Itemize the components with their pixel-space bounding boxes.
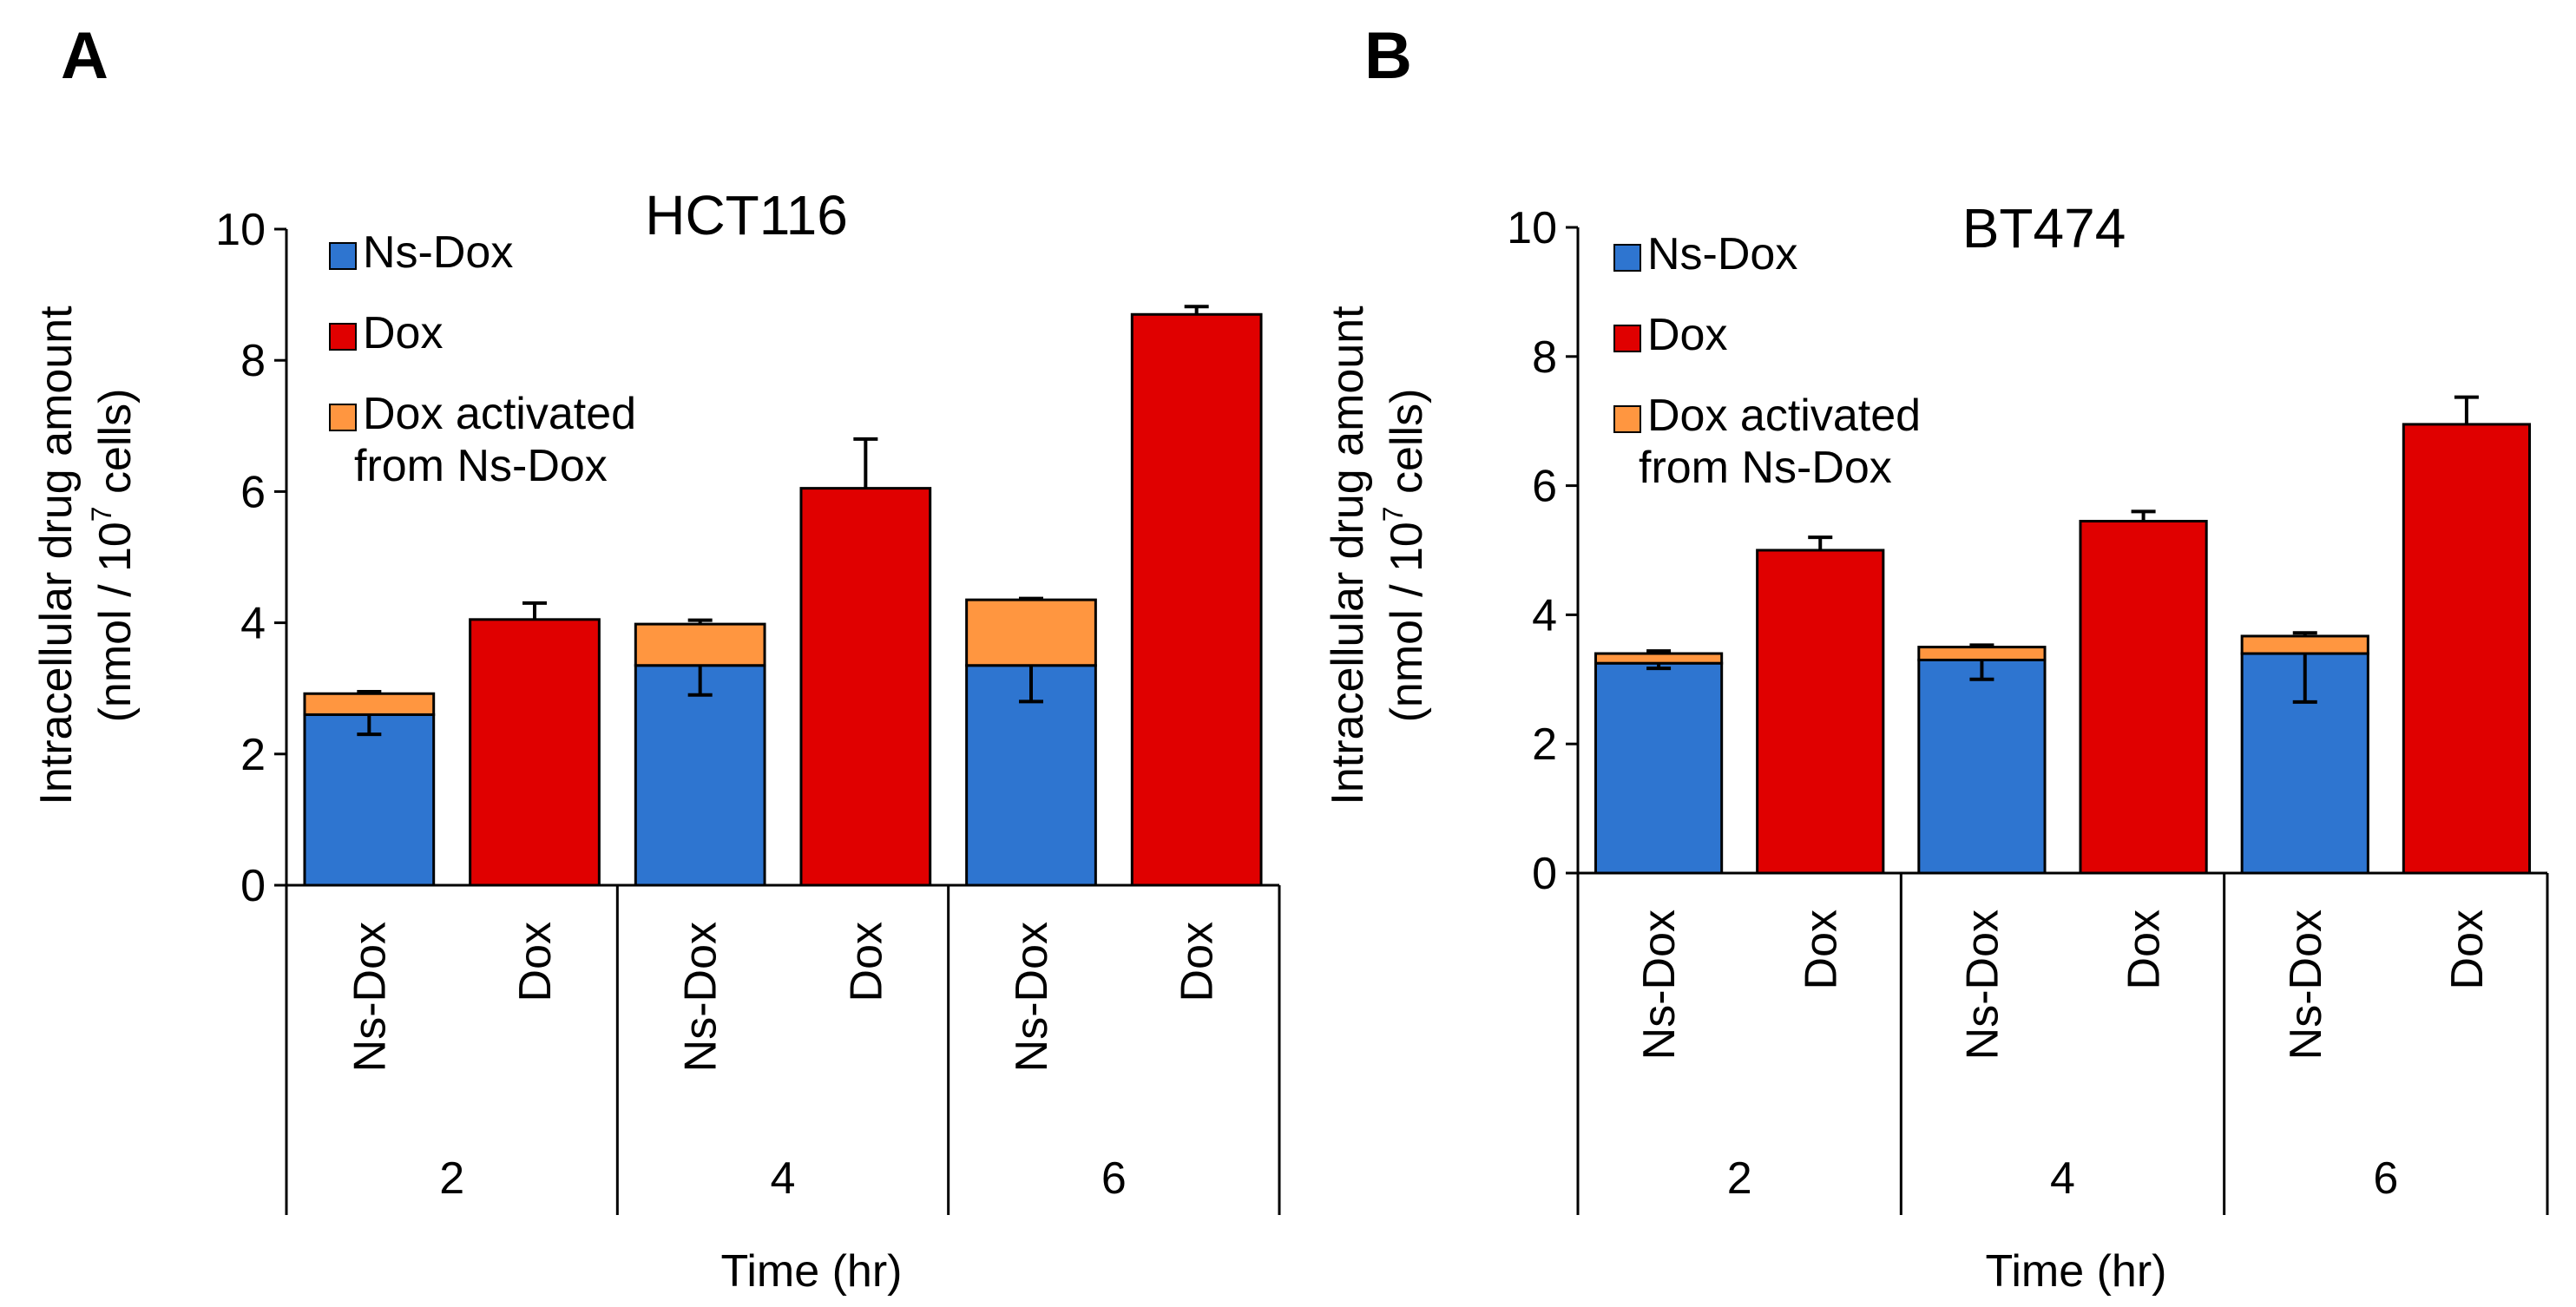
legend-swatch [1613, 244, 1641, 272]
bar-segment-dox [2402, 423, 2532, 875]
legend-swatch [329, 323, 357, 351]
panel-a: A HCT116 Intracellular drug amount (nmol… [31, 19, 1281, 1297]
bar-segment-ns-dox [1594, 661, 1724, 875]
panel-letter: B [1364, 19, 1412, 93]
group-label: 2 [1727, 1153, 1752, 1204]
y-axis-label-line1: Intracellular drug amount [1323, 305, 1373, 805]
category-label: Ns-Dox [345, 922, 395, 1072]
y-tick-label: 6 [1532, 462, 1557, 512]
y-tick-label: 10 [215, 205, 266, 255]
y-tick-label: 0 [1532, 849, 1557, 899]
category-label: Dox [510, 922, 561, 1002]
legend-label: Dox activated [1647, 391, 1921, 441]
legend-label: Ns-Dox [1647, 229, 1797, 279]
y-axis-label-suffix: cells) [90, 389, 141, 507]
legend-label-continued: from Ns-Dox [354, 441, 608, 491]
legend-label: Dox [1647, 310, 1727, 360]
chart-title: BT474 [1962, 197, 2126, 259]
category-label: Dox [1796, 910, 1846, 989]
legend-swatch [1613, 325, 1641, 352]
legend-label: Dox activated [363, 389, 636, 439]
bar-segment-dox-activated-from-ns-dox [634, 622, 766, 667]
legend-swatch [329, 242, 357, 270]
chart-title: HCT116 [645, 184, 848, 246]
bar-segment-dox [469, 618, 601, 887]
y-tick-label: 2 [1532, 719, 1557, 770]
group-label: 6 [1101, 1153, 1127, 1204]
legend-swatch [1613, 405, 1641, 433]
y-axis-label-superscript: 7 [86, 506, 117, 522]
group-label: 4 [771, 1153, 796, 1204]
bar-segment-ns-dox [303, 713, 436, 887]
bar-segment-dox [1130, 312, 1263, 887]
group-label: 2 [439, 1153, 464, 1204]
y-tick-label: 6 [240, 467, 266, 517]
y-axis-label-prefix: (nmol / 10 [90, 522, 141, 722]
panel-letter: A [61, 19, 108, 93]
y-tick-label: 4 [1532, 590, 1557, 640]
bar-segment-dox-activated-from-ns-dox [2240, 634, 2369, 655]
y-axis-label-superscript: 7 [1377, 506, 1409, 522]
category-label: Ns-Dox [2281, 910, 2331, 1060]
legend-swatch [329, 404, 357, 431]
bar-segment-dox [1756, 548, 1885, 875]
group-label: 4 [2050, 1153, 2075, 1204]
y-tick-label: 2 [240, 730, 266, 780]
y-axis-label-line2: (nmol / 107 cells) [1377, 389, 1432, 723]
group-label: 6 [2373, 1153, 2398, 1204]
category-label: Dox [841, 922, 891, 1002]
category-label: Dox [2442, 910, 2493, 989]
y-tick-label: 10 [1507, 203, 1557, 253]
bar-segment-dox-activated-from-ns-dox [965, 598, 1097, 667]
legend-label-continued: from Ns-Dox [1639, 443, 1892, 493]
legend-label: Dox [363, 308, 443, 358]
panel-b: B BT474 Intracellular drug amount (nmol … [1323, 19, 2549, 1297]
category-label: Ns-Dox [1007, 922, 1057, 1072]
y-axis-label-suffix: cells) [1382, 389, 1432, 507]
bar-segment-dox [2079, 520, 2208, 875]
y-tick-label: 8 [1532, 332, 1557, 383]
category-label: Ns-Dox [1957, 910, 2008, 1060]
y-tick-label: 8 [240, 336, 266, 386]
x-axis-label: Time (hr) [1986, 1246, 2167, 1297]
y-axis-label-line2: (nmol / 107 cells) [86, 389, 141, 723]
bar-segment-ns-dox [634, 664, 766, 887]
legend-label: Ns-Dox [363, 227, 513, 278]
category-label: Ns-Dox [1634, 910, 1685, 1060]
category-label: Ns-Dox [676, 922, 726, 1072]
bar-segment-ns-dox [1917, 658, 2047, 875]
bar-segment-dox-activated-from-ns-dox [1594, 652, 1724, 665]
category-label: Dox [2119, 910, 2170, 989]
bar-segment-dox-activated-from-ns-dox [1917, 646, 2047, 661]
bar-segment-dox-activated-from-ns-dox [303, 692, 436, 716]
category-label: Dox [1173, 922, 1223, 1002]
x-axis-label: Time (hr) [721, 1246, 903, 1297]
y-axis-label-prefix: (nmol / 10 [1382, 522, 1432, 722]
y-tick-label: 4 [240, 599, 266, 649]
bar-segment-dox [799, 487, 932, 887]
y-tick-label: 0 [240, 861, 266, 911]
y-axis-label-line1: Intracellular drug amount [31, 305, 82, 805]
